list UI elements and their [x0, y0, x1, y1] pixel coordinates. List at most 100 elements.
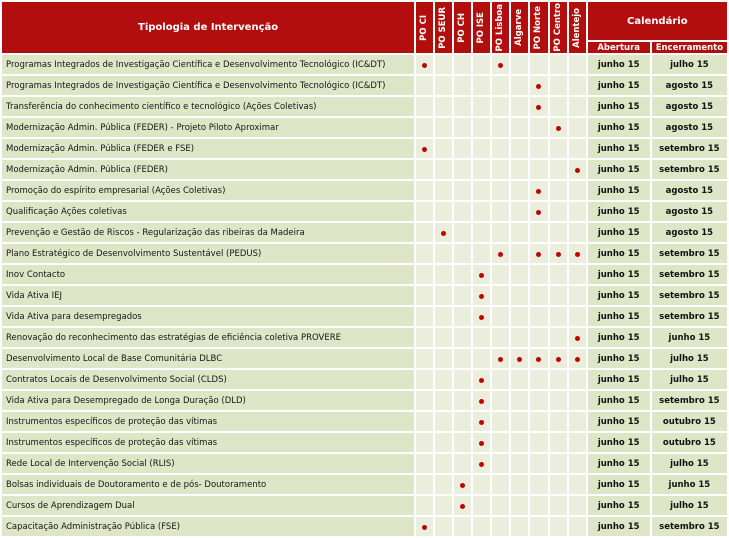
encerramento-cell: agosto 15 — [651, 118, 727, 137]
mark-dot-icon — [479, 462, 485, 467]
mark-cell — [549, 307, 567, 326]
mark-cell — [511, 286, 529, 305]
table-row: Modernização Admin. Pública (FEDER) - Pr… — [2, 118, 727, 137]
mark-dot-icon — [498, 63, 504, 68]
mark-dot-icon — [555, 252, 561, 257]
mark-cell — [416, 223, 434, 242]
mark-dot-icon — [460, 504, 466, 509]
mark-dot-icon — [479, 399, 485, 404]
typology-cell: Instrumentos específicos de proteção das… — [2, 412, 415, 431]
mark-dot-icon — [555, 126, 561, 131]
mark-cell — [416, 475, 434, 494]
mark-cell — [568, 328, 586, 347]
encerramento-cell: outubro 15 — [651, 433, 727, 452]
mark-cell — [473, 391, 491, 410]
abertura-header: Abertura — [587, 42, 650, 53]
mark-dot-icon — [574, 168, 580, 173]
header-row-main: Tipologia de Intervenção PO CI PO SEUR PO … — [2, 2, 727, 53]
mark-cell — [492, 160, 510, 179]
encerramento-cell: agosto 15 — [651, 181, 727, 200]
typology-cell: Cursos de Aprendizagem Dual — [2, 496, 415, 515]
mark-cell — [568, 76, 586, 95]
mark-cell — [568, 454, 586, 473]
mark-cell — [435, 475, 453, 494]
typology-cell: Vida Ativa IEJ — [2, 286, 415, 305]
abertura-cell: junho 15 — [587, 181, 650, 200]
program-column-label: PO CH — [457, 12, 468, 43]
program-column-header: Algarve — [511, 2, 529, 53]
mark-cell — [492, 118, 510, 137]
program-column-label: Alentejo — [571, 7, 582, 48]
encerramento-cell: setembro 15 — [651, 517, 727, 536]
mark-cell — [549, 349, 567, 368]
mark-cell — [416, 307, 434, 326]
mark-cell — [473, 181, 491, 200]
tipologia-header: Tipologia de Intervenção — [2, 2, 415, 53]
mark-cell — [530, 391, 548, 410]
abertura-cell: junho 15 — [587, 328, 650, 347]
mark-cell — [568, 265, 586, 284]
mark-cell — [435, 55, 453, 74]
encerramento-cell: agosto 15 — [651, 97, 727, 116]
mark-cell — [416, 433, 434, 452]
mark-cell — [416, 139, 434, 158]
typology-cell: Transferência do conhecimento científico… — [2, 97, 415, 116]
mark-dot-icon — [574, 252, 580, 257]
table-row: Capacitação Administração Pública (FSE) j… — [2, 517, 727, 536]
encerramento-cell: agosto 15 — [651, 76, 727, 95]
mark-cell — [492, 391, 510, 410]
mark-cell — [530, 265, 548, 284]
mark-cell — [454, 286, 472, 305]
program-column-header: PO CH — [454, 2, 472, 53]
mark-cell — [511, 412, 529, 431]
mark-cell — [435, 202, 453, 221]
mark-cell — [511, 118, 529, 137]
mark-cell — [549, 454, 567, 473]
typology-cell: Programas Integrados de Investigação Cie… — [2, 55, 415, 74]
mark-cell — [435, 433, 453, 452]
encerramento-cell: julho 15 — [651, 496, 727, 515]
typology-cell: Capacitação Administração Pública (FSE) — [2, 517, 415, 536]
mark-dot-icon — [479, 441, 485, 446]
mark-cell — [511, 370, 529, 389]
mark-cell — [549, 496, 567, 515]
mark-cell — [511, 244, 529, 263]
program-column-label: PO ISE — [476, 11, 487, 44]
mark-cell — [454, 307, 472, 326]
mark-dot-icon — [479, 315, 485, 320]
encerramento-cell: junho 15 — [651, 475, 727, 494]
abertura-cell: junho 15 — [587, 391, 650, 410]
mark-cell — [511, 76, 529, 95]
mark-cell — [549, 181, 567, 200]
table-body: Programas Integrados de Investigação Cie… — [2, 55, 727, 536]
mark-cell — [530, 517, 548, 536]
mark-cell — [473, 223, 491, 242]
abertura-cell: junho 15 — [587, 370, 650, 389]
typology-cell: Modernização Admin. Pública (FEDER) — [2, 160, 415, 179]
mark-cell — [473, 475, 491, 494]
mark-cell — [473, 517, 491, 536]
table-row: Qualificação Ações coletivas junho 15 agos… — [2, 202, 727, 221]
abertura-cell: junho 15 — [587, 517, 650, 536]
mark-dot-icon — [479, 420, 485, 425]
encerramento-header: Encerramento — [651, 42, 727, 53]
abertura-cell: junho 15 — [587, 244, 650, 263]
program-column-header: PO CI — [416, 2, 434, 53]
mark-cell — [454, 391, 472, 410]
mark-cell — [530, 97, 548, 116]
mark-cell — [568, 97, 586, 116]
program-column-label: PO Norte — [533, 5, 544, 50]
mark-cell — [454, 370, 472, 389]
mark-dot-icon — [422, 147, 428, 152]
mark-cell — [530, 433, 548, 452]
mark-cell — [492, 55, 510, 74]
mark-cell — [511, 475, 529, 494]
mark-dot-icon — [422, 63, 428, 68]
mark-cell — [435, 139, 453, 158]
mark-cell — [568, 391, 586, 410]
mark-cell — [530, 181, 548, 200]
table-row: Modernização Admin. Pública (FEDER e FSE… — [2, 139, 727, 158]
mark-cell — [511, 139, 529, 158]
mark-cell — [473, 328, 491, 347]
mark-cell — [530, 349, 548, 368]
